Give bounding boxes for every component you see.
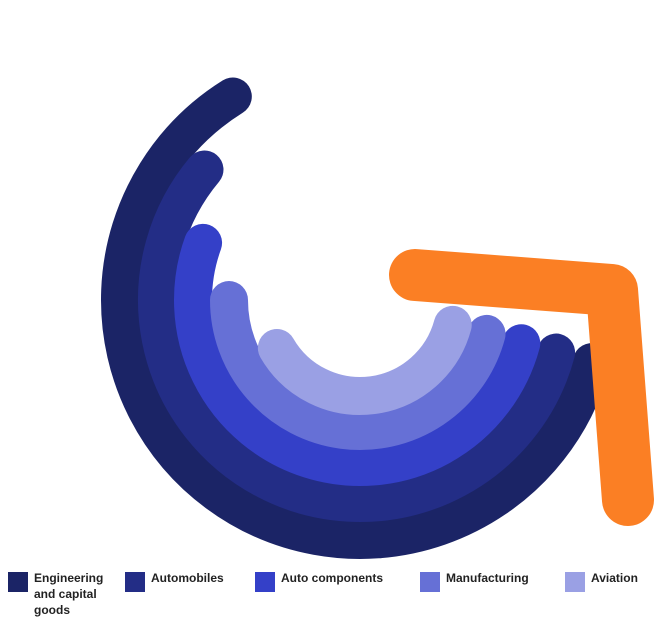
ring-arc bbox=[101, 77, 611, 559]
legend-item: Auto components bbox=[255, 570, 431, 592]
legend-item: Automobiles bbox=[125, 570, 271, 592]
legend-swatch bbox=[8, 572, 28, 592]
arrow bbox=[389, 249, 654, 526]
ring-arc bbox=[138, 150, 576, 522]
legend-label: Automobiles bbox=[151, 571, 224, 585]
legend-label: Engineering and capital goods bbox=[34, 571, 104, 617]
graphic bbox=[101, 77, 654, 559]
ring-arc bbox=[257, 305, 472, 415]
legend-label: Aviation bbox=[591, 571, 638, 585]
legend-item: Engineering and capital goods bbox=[8, 570, 109, 618]
legend-label: Manufacturing bbox=[446, 571, 529, 585]
legend-label: Auto components bbox=[281, 571, 383, 585]
legend-swatch bbox=[125, 572, 145, 592]
ring-arc bbox=[210, 281, 506, 450]
legend-swatch bbox=[255, 572, 275, 592]
legend-swatch bbox=[565, 572, 585, 592]
legend-item: Manufacturing bbox=[420, 570, 576, 592]
legend-item: Aviation bbox=[565, 570, 669, 592]
legend-swatch bbox=[420, 572, 440, 592]
ring-arc bbox=[174, 223, 541, 486]
